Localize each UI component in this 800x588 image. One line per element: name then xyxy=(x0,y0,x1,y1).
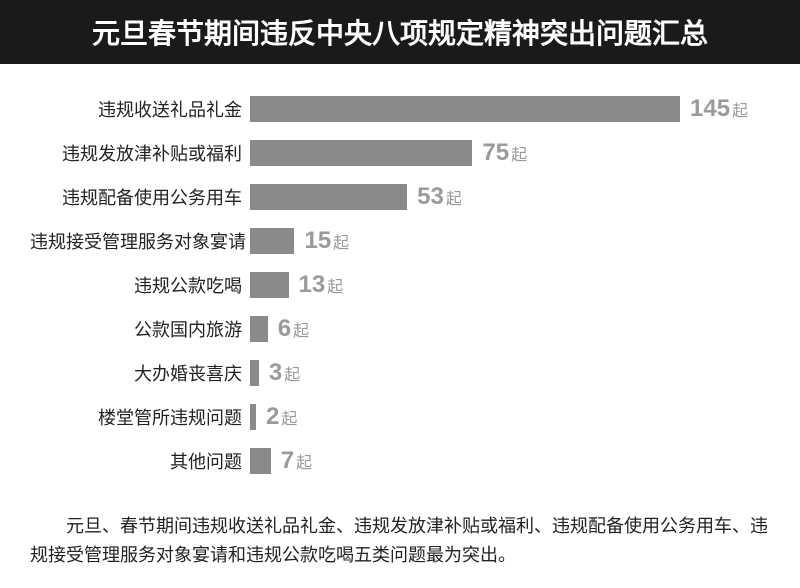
value-unit: 起 xyxy=(327,273,343,297)
value-label: 6起 xyxy=(278,315,309,343)
bar xyxy=(250,228,294,254)
footer-note: 元旦、春节期间违规收送礼品礼金、违规发放津补贴或福利、违规配备使用公务用车、违规… xyxy=(0,502,800,588)
chart-row: 违规配备使用公务用车 53起 xyxy=(30,182,770,212)
value-unit: 起 xyxy=(333,229,349,253)
bar-track: 2起 xyxy=(250,402,770,432)
bar xyxy=(250,184,407,210)
value-label: 2起 xyxy=(266,403,297,431)
value-label: 3起 xyxy=(269,359,300,387)
bar-chart: 违规收送礼品礼金145起违规发放津补贴或福利75起违规配备使用公务用车53起违规… xyxy=(0,64,800,502)
category-label: 违规公款吃喝 xyxy=(30,272,250,298)
bar-track: 75起 xyxy=(250,138,770,168)
category-label: 大办婚丧喜庆 xyxy=(30,360,250,386)
value-number: 7 xyxy=(281,447,294,475)
value-label: 53起 xyxy=(417,183,462,211)
chart-row: 楼堂管所违规问题 2起 xyxy=(30,402,770,432)
chart-row: 违规收送礼品礼金 145起 xyxy=(30,94,770,124)
bar xyxy=(250,140,472,166)
value-unit: 起 xyxy=(511,141,527,165)
value-number: 75 xyxy=(482,139,509,167)
bar xyxy=(250,360,259,386)
value-unit: 起 xyxy=(284,361,300,385)
bar xyxy=(250,404,256,430)
chart-row: 违规接受管理服务对象宴请 15起 xyxy=(30,226,770,256)
value-unit: 起 xyxy=(293,317,309,341)
value-number: 13 xyxy=(299,271,326,299)
bar xyxy=(250,272,289,298)
page-container: 元旦春节期间违反中央八项规定精神突出问题汇总 违规收送礼品礼金145起违规发放津… xyxy=(0,0,800,588)
category-label: 楼堂管所违规问题 xyxy=(30,404,250,430)
value-label: 15起 xyxy=(304,227,349,255)
bar-track: 15起 xyxy=(250,226,770,256)
bar xyxy=(250,448,271,474)
value-number: 145 xyxy=(690,95,730,123)
chart-row: 大办婚丧喜庆 3起 xyxy=(30,358,770,388)
category-label: 公款国内旅游 xyxy=(30,316,250,342)
value-unit: 起 xyxy=(296,449,312,473)
chart-row: 公款国内旅游 6起 xyxy=(30,314,770,344)
value-number: 6 xyxy=(278,315,291,343)
chart-row: 违规公款吃喝 13起 xyxy=(30,270,770,300)
value-number: 2 xyxy=(266,403,279,431)
value-label: 7起 xyxy=(281,447,312,475)
value-number: 15 xyxy=(304,227,331,255)
bar-track: 3起 xyxy=(250,358,770,388)
chart-row: 其他问题 7起 xyxy=(30,446,770,476)
page-title: 元旦春节期间违反中央八项规定精神突出问题汇总 xyxy=(0,0,800,64)
value-label: 75起 xyxy=(482,139,527,167)
value-unit: 起 xyxy=(446,185,462,209)
bar-track: 145起 xyxy=(250,94,770,124)
bar xyxy=(250,96,680,122)
category-label: 违规发放津补贴或福利 xyxy=(30,140,250,166)
value-label: 145起 xyxy=(690,95,748,123)
bar-track: 13起 xyxy=(250,270,770,300)
category-label: 违规收送礼品礼金 xyxy=(30,96,250,122)
value-unit: 起 xyxy=(281,405,297,429)
value-label: 13起 xyxy=(299,271,344,299)
chart-row: 违规发放津补贴或福利 75起 xyxy=(30,138,770,168)
category-label: 违规接受管理服务对象宴请 xyxy=(30,228,250,254)
bar-track: 7起 xyxy=(250,446,770,476)
category-label: 违规配备使用公务用车 xyxy=(30,184,250,210)
bar xyxy=(250,316,268,342)
value-unit: 起 xyxy=(732,97,748,121)
value-number: 53 xyxy=(417,183,444,211)
category-label: 其他问题 xyxy=(30,448,250,474)
value-number: 3 xyxy=(269,359,282,387)
bar-track: 6起 xyxy=(250,314,770,344)
bar-track: 53起 xyxy=(250,182,770,212)
